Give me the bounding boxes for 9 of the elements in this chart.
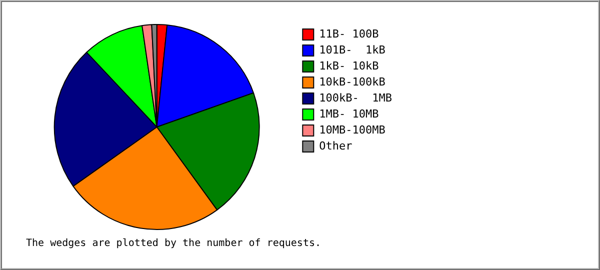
legend-label: Other <box>319 139 353 152</box>
text: The wedges are plotted by the number of requests. <box>26 238 322 249</box>
legend-label: 1MB- 10MB <box>319 107 380 120</box>
legend-label: 11B- 100B <box>319 27 380 40</box>
legend-label: 10kB-100kB <box>319 75 386 88</box>
legend-label: 101B- 1kB <box>319 43 386 56</box>
legend-label: 10MB-100MB <box>319 123 386 136</box>
legend-label: 100kB- 1MB <box>319 91 392 104</box>
legend-label: 1kB- 10kB <box>319 59 380 72</box>
